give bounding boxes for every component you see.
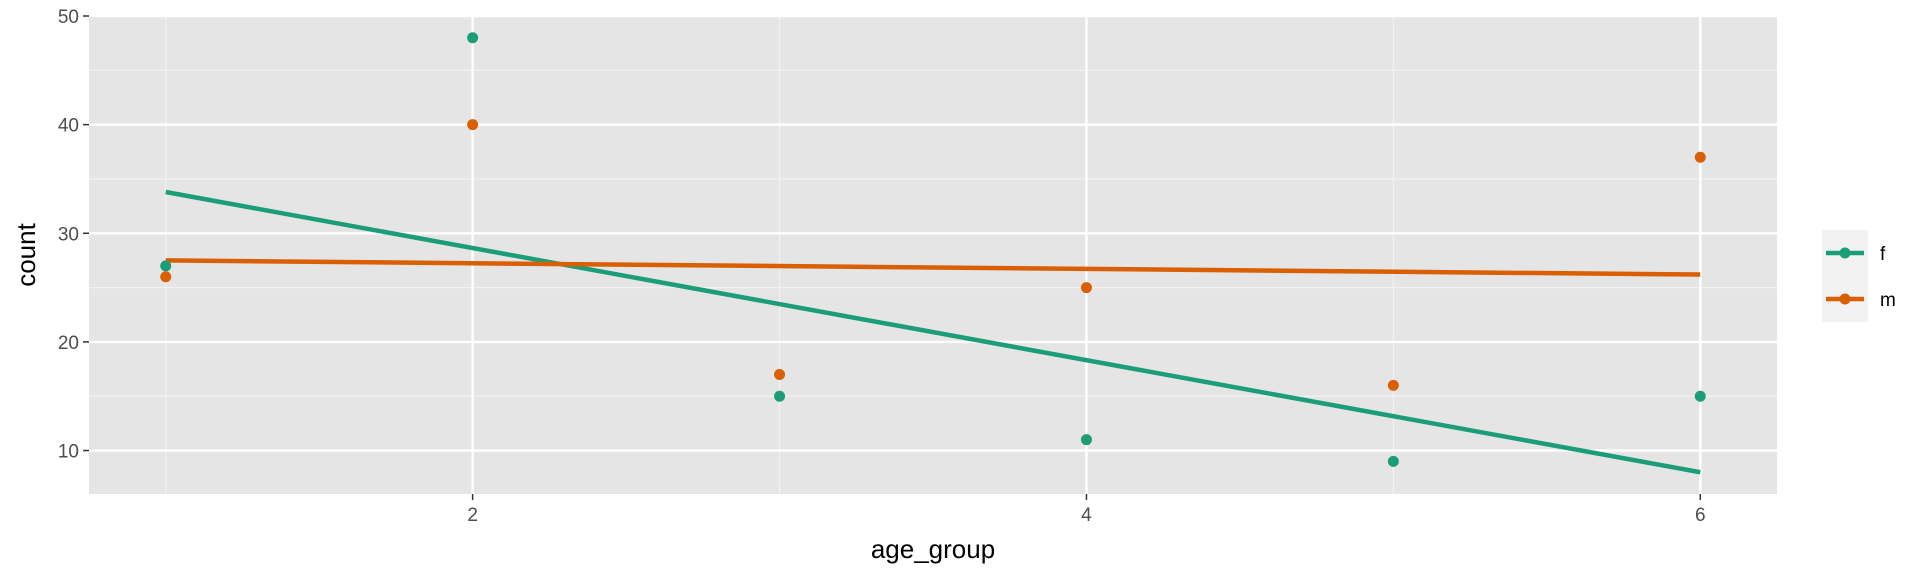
point-f <box>1694 390 1706 402</box>
point-m <box>1387 379 1399 391</box>
legend-label: m <box>1880 290 1896 311</box>
major-gridlines <box>89 14 1777 494</box>
x-tick-label: 2 <box>467 505 478 526</box>
y-tick-label: 30 <box>58 224 79 245</box>
legend-item-f: f <box>1822 230 1886 276</box>
legend-label: f <box>1880 244 1886 265</box>
y-tick-label: 40 <box>58 116 79 137</box>
trend-line-m <box>165 258 1701 277</box>
y-tick-label: 10 <box>58 442 79 463</box>
point-m <box>1694 151 1706 163</box>
y-axis-title: count <box>11 222 41 286</box>
point-f <box>160 260 172 272</box>
trend-line-f <box>165 189 1701 475</box>
point-f <box>1387 455 1399 467</box>
point-m <box>774 369 786 380</box>
data-points <box>160 32 1706 467</box>
point-m <box>467 119 479 131</box>
point-m <box>160 271 172 283</box>
point-m <box>1080 282 1092 294</box>
legend-swatch-point <box>1839 293 1851 305</box>
legend-swatch-point <box>1839 247 1851 259</box>
legend-item-m: m <box>1822 276 1896 322</box>
axes: 2 4 6 10 20 30 40 50 <box>58 7 1706 526</box>
legend: fm <box>1822 230 1896 322</box>
point-f <box>467 32 479 44</box>
point-f <box>1080 434 1092 446</box>
plot-panel <box>89 16 1777 494</box>
y-tick-label: 50 <box>58 7 79 28</box>
y-tick-label: 20 <box>58 333 79 354</box>
point-f <box>774 390 786 402</box>
x-tick-label: 6 <box>1695 505 1706 526</box>
minor-gridlines <box>89 16 1777 494</box>
trend-lines <box>165 189 1701 475</box>
x-axis-title: age_group <box>871 534 995 564</box>
x-tick-label: 4 <box>1081 505 1092 526</box>
